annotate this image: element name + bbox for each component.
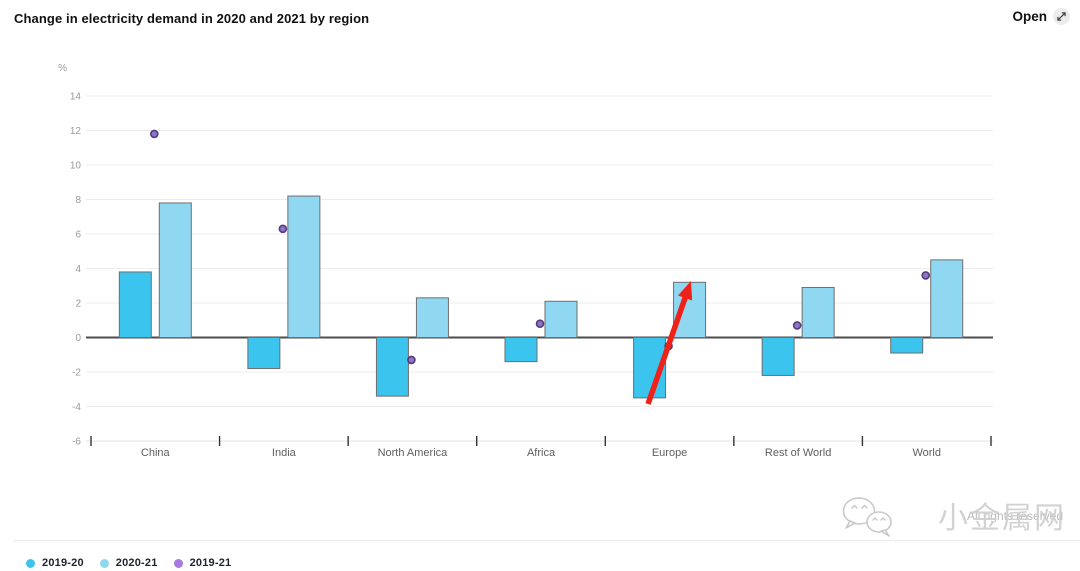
- open-button[interactable]: Open: [1012, 8, 1070, 25]
- point-2019-21-World[interactable]: [921, 271, 931, 280]
- watermark: All rights reserved 小金属网: [808, 490, 1068, 540]
- x-category-label: Europe: [652, 447, 687, 459]
- y-axis-unit-label: %: [58, 63, 67, 74]
- annotation-arrow-head: [677, 281, 693, 301]
- bar-2019-20-India[interactable]: [247, 337, 281, 370]
- y-tick-label: 10: [70, 161, 82, 172]
- expand-icon: [1053, 8, 1070, 25]
- bar-2020-21-Rest of World[interactable]: [801, 286, 835, 339]
- bar-2020-21-China[interactable]: [158, 202, 192, 338]
- y-tick-label: 2: [75, 299, 81, 310]
- point-2019-21-Africa[interactable]: [535, 319, 545, 329]
- separator-line: [13, 540, 1080, 541]
- point-2019-21-China[interactable]: [149, 129, 159, 139]
- y-tick-label: 8: [75, 195, 81, 206]
- legend-label: 2020-21: [115, 557, 158, 569]
- point-2019-21-Rest of World[interactable]: [792, 321, 802, 330]
- legend-dot: [173, 558, 183, 568]
- y-tick-label: -6: [72, 437, 81, 448]
- y-tick-label: 4: [75, 264, 81, 275]
- bar-2020-21-North America[interactable]: [415, 297, 449, 339]
- bar-2020-21-India[interactable]: [287, 195, 321, 338]
- point-2019-21-India[interactable]: [278, 224, 288, 234]
- legend-label: 2019-20: [42, 557, 84, 569]
- x-category-label: World: [912, 447, 941, 459]
- y-tick-label: -4: [72, 402, 81, 413]
- x-category-label: Africa: [527, 447, 556, 459]
- legend-item-2020-21[interactable]: 2020-21: [99, 557, 158, 569]
- legend-dot: [99, 558, 109, 568]
- y-tick-label: 12: [70, 126, 82, 137]
- wechat-icon: [838, 494, 896, 543]
- y-tick-label: -2: [72, 368, 81, 379]
- x-category-label: India: [272, 447, 297, 459]
- y-tick-label: 14: [70, 92, 82, 103]
- chart-title: Change in electricity demand in 2020 and…: [14, 11, 370, 26]
- bar-chart: 14 12 10 8 6 4 2 0 -2 -4 -6% China India North Americ…: [58, 63, 993, 459]
- bar-2019-20-World[interactable]: [890, 337, 924, 354]
- point-2019-21-North America[interactable]: [407, 355, 416, 365]
- y-tick-label: 6: [75, 230, 81, 241]
- x-category-label: China: [141, 447, 171, 459]
- bar-2019-20-North America[interactable]: [375, 337, 409, 397]
- rights-text: All rights reserved: [966, 509, 1063, 523]
- legend-label: 2019-21: [189, 557, 232, 569]
- x-category-label: North America: [378, 447, 449, 459]
- legend-item-2019-20[interactable]: 2019-20: [26, 557, 84, 569]
- chart-header: Change in electricity demand in 2020 and…: [0, 0, 1080, 36]
- legend-item-2019-21[interactable]: 2019-21: [173, 557, 232, 569]
- bar-2019-20-China[interactable]: [118, 271, 152, 339]
- open-button-label: Open: [1012, 9, 1047, 24]
- annotation-arrow-shaft: [645, 293, 689, 405]
- watermark-text: 小金属网: [938, 502, 1066, 535]
- bar-2019-20-Rest of World[interactable]: [761, 337, 795, 376]
- x-category-label: Rest of World: [765, 447, 831, 459]
- y-tick-label: 0: [75, 333, 81, 344]
- bar-2019-20-Africa[interactable]: [504, 337, 538, 363]
- chart-legend: 2019-20 2020-21 2019-21: [26, 555, 247, 571]
- bar-2020-21-World[interactable]: [930, 259, 964, 338]
- legend-dot: [26, 558, 35, 568]
- bar-2020-21-Africa[interactable]: [544, 300, 578, 338]
